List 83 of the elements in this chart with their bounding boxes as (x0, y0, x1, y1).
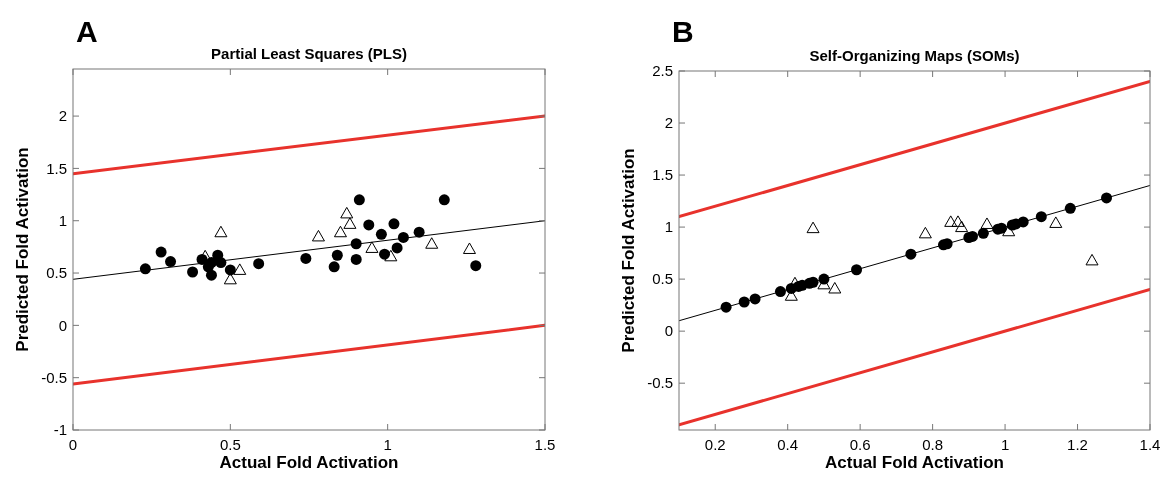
point (331, 249, 343, 261)
x-tick-label: 1.5 (534, 436, 556, 453)
point (951, 215, 965, 227)
point (955, 220, 969, 233)
point (977, 227, 989, 239)
y-tick-label: 2 (664, 114, 673, 132)
point (233, 263, 247, 275)
point (333, 225, 347, 238)
point (350, 253, 362, 265)
point (425, 237, 439, 249)
point (397, 231, 409, 243)
point (749, 293, 761, 305)
y-tick-label: 2 (58, 107, 67, 125)
x-tick-label: 0.5 (219, 436, 241, 453)
point (350, 238, 362, 250)
point (413, 226, 425, 238)
y-tick-label: -0.5 (41, 368, 67, 386)
point (1035, 211, 1047, 223)
y-axis-title: Predicted Fold Activation (13, 147, 32, 352)
x-tick-label: 1.4 (1139, 436, 1161, 453)
point (328, 261, 340, 273)
point (165, 256, 177, 268)
x-tick-label: 1.2 (1067, 436, 1088, 453)
point (944, 215, 958, 227)
point (340, 206, 354, 219)
y-tick-label: -0.5 (647, 374, 673, 392)
point (851, 264, 863, 276)
point (1017, 216, 1029, 228)
x-tick-label: 0.8 (922, 436, 944, 453)
point (139, 263, 151, 275)
y-tick-label: 0 (664, 322, 673, 340)
chart-title: Self-Organizing Maps (SOMs) (809, 47, 1020, 64)
point (980, 217, 994, 229)
point (720, 301, 732, 313)
x-tick-label: 1 (1000, 436, 1010, 453)
point (391, 242, 403, 254)
x-tick-label: 0.4 (777, 436, 799, 453)
point (187, 266, 199, 278)
point (470, 260, 482, 272)
point (300, 252, 312, 264)
point (905, 248, 917, 260)
point (214, 225, 228, 238)
point (353, 194, 365, 206)
y-axis-title: Predicted Fold Activation (619, 148, 638, 353)
y-tick-label: 1.5 (652, 166, 673, 184)
x-tick-label: 0.6 (849, 436, 871, 453)
text: A (76, 15, 98, 48)
point (155, 246, 167, 258)
point (215, 257, 227, 269)
point (774, 286, 786, 298)
y-tick-label: 1.5 (46, 159, 67, 177)
point (462, 242, 476, 254)
point (438, 194, 450, 206)
y-tick-label: -1 (53, 421, 67, 439)
y-tick-label: 0.5 (46, 264, 67, 282)
point (1049, 216, 1063, 228)
point (363, 219, 375, 231)
point (205, 269, 217, 281)
y-tick-label: 0.5 (652, 270, 673, 288)
y-tick-label: 1 (58, 211, 67, 229)
point (365, 241, 379, 253)
text: B (672, 15, 694, 48)
y-tick-label: 1 (664, 218, 673, 236)
point (253, 258, 265, 270)
point (828, 281, 842, 294)
point (1101, 192, 1113, 204)
point (375, 228, 387, 240)
point (1064, 202, 1076, 214)
point (806, 221, 820, 234)
y-tick-label: 2.5 (652, 62, 673, 80)
point (1085, 253, 1099, 266)
point (343, 217, 357, 229)
point (388, 218, 400, 230)
x-tick-label: 1 (383, 436, 392, 453)
chart-title: Partial Least Squares (PLS) (211, 45, 407, 62)
point (384, 249, 398, 262)
y-tick-label: 0 (58, 316, 67, 334)
x-axis-title: Actual Fold Activation (219, 453, 399, 472)
point (311, 229, 325, 242)
point (918, 226, 932, 239)
x-axis-title: Actual Fold Activation (825, 453, 1004, 472)
point (738, 296, 750, 308)
x-tick-label: 0.2 (704, 436, 726, 453)
